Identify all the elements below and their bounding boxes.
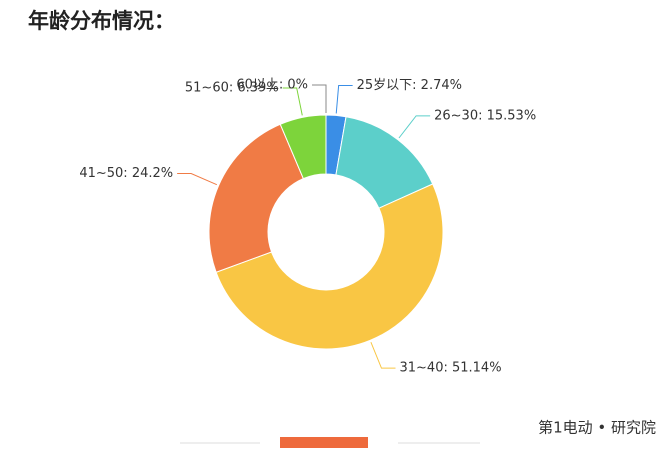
leader-line xyxy=(177,173,218,186)
slice-label: 26~30: 15.53% xyxy=(434,108,536,123)
slice-label: 60以上: 0% xyxy=(236,78,308,93)
leader-line xyxy=(370,342,396,369)
footer-brand: 第1电动 • 研究院 xyxy=(538,419,656,437)
footer-bar xyxy=(280,437,368,448)
leader-line xyxy=(312,84,327,113)
leader-line xyxy=(398,115,431,139)
slice-label: 51~60: 6.39% xyxy=(185,80,279,95)
leader-line xyxy=(335,85,353,114)
chart-title: 年龄分布情况： xyxy=(28,9,175,33)
slice-label: 25岁以下: 2.74% xyxy=(357,78,462,93)
slice-label: 41~50: 24.2% xyxy=(79,166,173,181)
slice xyxy=(208,123,304,273)
slice xyxy=(215,183,444,350)
slice-label: 31~40: 51.14% xyxy=(399,361,501,376)
leader-line xyxy=(282,87,303,116)
